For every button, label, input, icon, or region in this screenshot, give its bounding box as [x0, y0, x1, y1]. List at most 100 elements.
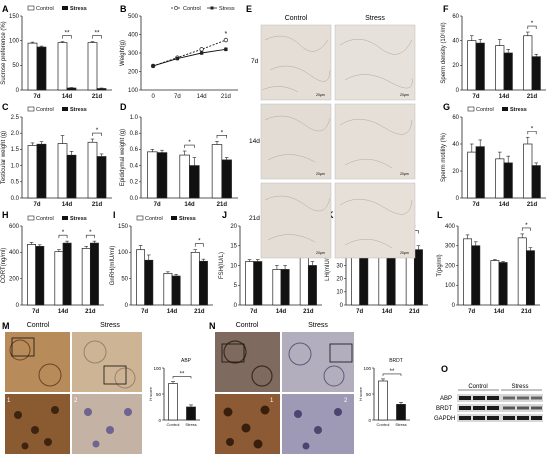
y-tick-label: 50 — [121, 276, 128, 282]
bar-stress — [386, 250, 396, 306]
significance-mark: * — [89, 229, 92, 236]
legend-swatch-stress — [62, 6, 68, 10]
x-tick-label: 7d — [468, 309, 475, 315]
bar-control — [463, 238, 473, 306]
x-tick-label: 14d — [499, 94, 510, 100]
bar-stress — [503, 162, 513, 199]
y-tick-label: 0 — [452, 303, 456, 309]
blot-strip-gapdh — [457, 414, 543, 422]
y-tick-label: 2.5 — [11, 115, 20, 121]
blot-strip-brdt — [457, 404, 543, 412]
y-tick-label: 200 — [128, 69, 139, 75]
legend-label-stress: Stress — [219, 6, 235, 12]
y-tick-label: 0 — [456, 196, 460, 202]
x-tick-label: 14d — [197, 94, 207, 100]
panel-m-col-stress: Stress — [100, 322, 120, 329]
x-tick-label: 21d — [221, 94, 231, 100]
bar-stress — [96, 88, 107, 91]
y-axis-label: CORT(ng/ml) — [1, 248, 7, 284]
x-tick-label: 21d — [92, 202, 103, 208]
significance-mark: * — [198, 238, 201, 245]
significance-bracket — [92, 132, 102, 137]
y-axis-label: T(pg/ml) — [437, 254, 443, 276]
panel-letter-j: J — [222, 210, 227, 220]
y-tick-label: 0.0 — [130, 196, 139, 202]
chart-epididymal-weight: 0.0 0.2 0.4 0.6 0.8 1.0 Epididymal weight (g) 7… — [120, 115, 238, 208]
y-tick-label: 500 — [128, 14, 139, 20]
data-point — [175, 56, 180, 61]
x-tick-label: 21d — [92, 94, 103, 100]
x-tick-label: 7d — [174, 94, 181, 100]
bar-control — [517, 237, 527, 306]
y-axis-label: LH(mIU/ml) — [325, 250, 331, 281]
y-tick-label: 0 — [125, 303, 129, 309]
chart-gnrh: 0 50 100 150 GnRH(mIU/ml) 7d 14d 21d * Control Str… — [110, 215, 213, 315]
bar-stress — [253, 261, 263, 306]
y-tick-label: 0.5 — [11, 180, 20, 186]
ihc-m-zoom-box-1 — [11, 337, 35, 357]
x-tick-label: 14d — [494, 309, 505, 315]
y-tick-label: 400 — [445, 224, 456, 230]
y-tick-label: 150 — [9, 14, 20, 20]
data-point — [199, 47, 204, 52]
legend-marker-stress — [210, 6, 214, 10]
bar-stress — [171, 275, 181, 306]
significance-bracket — [382, 373, 402, 376]
y-tick-label: 100 — [128, 88, 139, 94]
ihc-m-stress-low — [72, 332, 142, 392]
legend-label-control: Control — [476, 107, 494, 113]
x-tick-label: 7d — [356, 309, 363, 315]
y-tick-label: 15 — [230, 244, 237, 250]
significance-mark: * — [225, 31, 228, 38]
y-tick-label: 50 — [12, 63, 19, 69]
panel-letter-d: D — [120, 102, 127, 112]
blot-label-abp: ABP — [440, 396, 452, 402]
bar-stress — [503, 52, 513, 91]
micrograph-e-stress-7d — [334, 24, 416, 101]
micrograph-e-control-14d — [260, 103, 332, 180]
ihc-m-texture — [9, 339, 136, 450]
bar-control — [272, 269, 282, 306]
ihc-n-zoom-box-1 — [221, 343, 245, 363]
y-axis-label: Sucrose preference (%) — [1, 21, 7, 84]
y-tick-label: 400 — [128, 32, 139, 38]
panel-e-row-7d: 7d — [251, 58, 259, 65]
blot-bands — [459, 396, 542, 420]
y-axis-label: Epididymal weight (g) — [120, 129, 126, 186]
bar — [168, 383, 178, 421]
x-tick-label: 21d — [303, 309, 314, 315]
x-tick-label: 7d — [141, 309, 148, 315]
legend-label-control: Control — [36, 107, 54, 113]
panel-letter-o: O — [441, 364, 448, 374]
x-tick-label: 14d — [499, 202, 510, 208]
bar — [186, 406, 196, 421]
panel-m-col-control: Control — [27, 322, 50, 329]
y-tick-label: 60 — [452, 14, 459, 20]
legend-label-stress: Stress — [510, 107, 527, 113]
bar-stress — [525, 250, 535, 306]
significance-mark: ** — [94, 30, 100, 37]
x-tick-label: 0 — [151, 94, 155, 100]
significance-bracket — [194, 243, 204, 247]
y-tick-label: 0.8 — [130, 131, 139, 137]
chart-title: ABP — [181, 358, 192, 364]
data-point — [223, 37, 229, 43]
scale-bar-e5: 20μm — [316, 251, 325, 255]
significance-mark: * — [96, 127, 99, 134]
ihc-n-subpanel-1: 1 — [270, 398, 274, 404]
ihc-n-subpanel-2: 2 — [344, 398, 348, 404]
legend-label-stress: Stress — [70, 6, 87, 12]
panel-letter-l: L — [437, 210, 443, 220]
bar-control — [57, 42, 68, 91]
panel-n-col-stress: Stress — [308, 322, 328, 329]
legend-swatch-control — [27, 106, 35, 112]
bar-stress — [475, 146, 485, 199]
x-tick-label: 21d — [217, 202, 228, 208]
y-tick-label: 60 — [452, 115, 459, 121]
legend-swatch-control — [467, 106, 475, 112]
y-tick-label: 20 — [452, 169, 459, 175]
x-tick-label: 21d — [521, 309, 532, 315]
y-tick-label: 2.0 — [11, 131, 20, 137]
y-tick-label: 0 — [368, 418, 371, 423]
blot-strip-abp — [457, 394, 543, 402]
